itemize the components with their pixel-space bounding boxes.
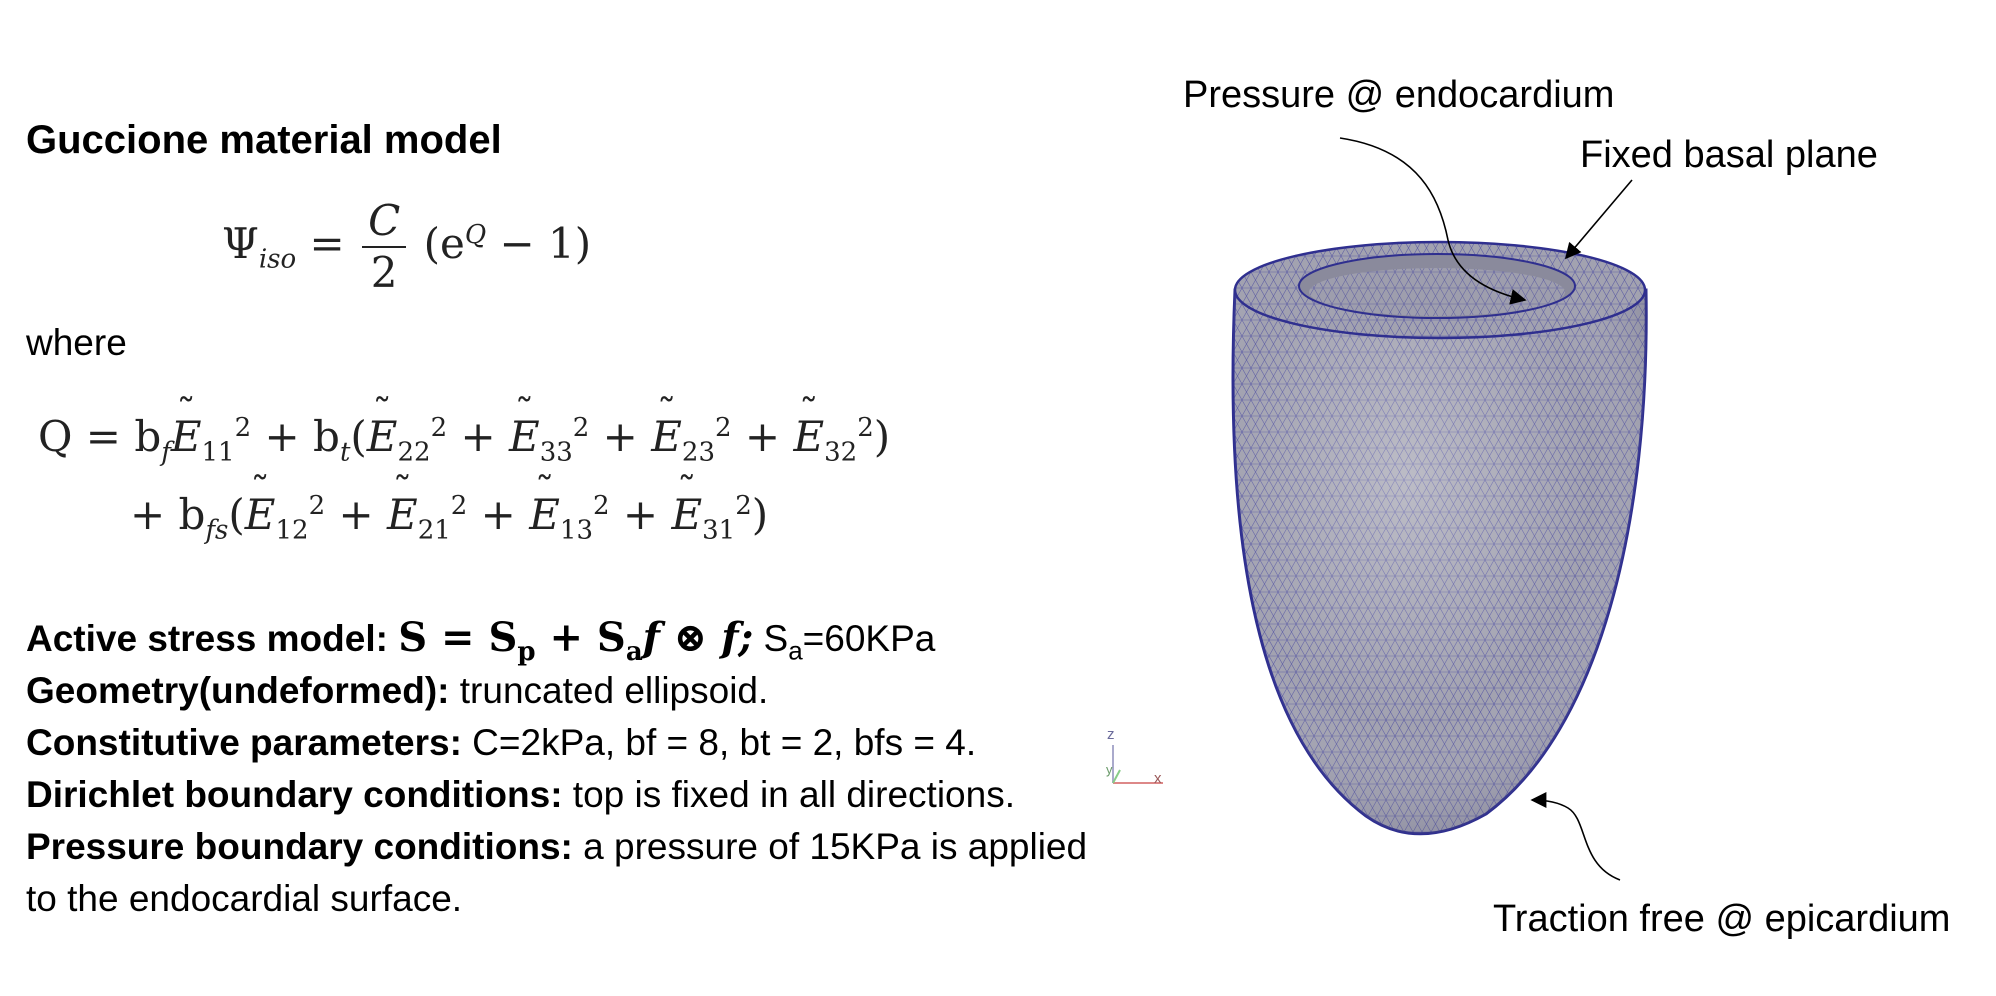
formula-part: S = S xyxy=(398,614,518,661)
dirichlet-line: Dirichlet boundary conditions: top is fi… xyxy=(26,774,1015,816)
e23-subscript: 23 xyxy=(681,437,715,468)
formula-part: + S xyxy=(535,614,626,661)
geometry-value: truncated ellipsoid. xyxy=(449,670,769,711)
psi-symbol: Ψ xyxy=(222,219,259,268)
dirichlet-value: top is fixed in all directions. xyxy=(562,774,1015,815)
geometry-line: Geometry(undeformed): truncated ellipsoi… xyxy=(26,670,768,712)
bfs-term: + b xyxy=(130,490,206,539)
exp-close: − 1) xyxy=(486,219,592,268)
section-title: Guccione material model xyxy=(26,118,502,162)
fraction-denominator: 2 xyxy=(370,248,398,297)
e13-subscript: 13 xyxy=(559,515,593,546)
pressure-label: Pressure boundary conditions: xyxy=(26,826,573,867)
e-tilde: E xyxy=(171,394,202,458)
e32-subscript: 32 xyxy=(824,437,858,468)
active-stress-label: Active stress model: xyxy=(26,618,388,659)
axis-z-label: z xyxy=(1107,726,1115,743)
e-tilde: E xyxy=(529,472,560,536)
fraction-numerator: C xyxy=(368,196,401,245)
axis-y-label: y xyxy=(1106,762,1113,777)
label-basal-plane: Fixed basal plane xyxy=(1580,134,1878,176)
formula-tail: f ⊗ f; xyxy=(642,614,754,661)
sa-value-subscript: a xyxy=(788,635,803,666)
constitutive-value: C=2kPa, bf = 8, bt = 2, bfs = 4. xyxy=(461,722,977,763)
e-tilde: E xyxy=(387,472,418,536)
fraction: C 2 xyxy=(362,200,407,297)
pressure-line-2: to the endocardial surface. xyxy=(26,878,463,919)
e-tilde: E xyxy=(509,394,540,458)
guccione-energy-equation: Ψiso = C 2 (eQ − 1) xyxy=(222,196,592,297)
sp-subscript: p xyxy=(517,637,536,667)
q-equation-line1: Q = bfE112 + bt(E222 + E332 + E232 + E32… xyxy=(38,394,890,465)
exp-open: (e xyxy=(423,219,465,268)
active-stress-formula: S = Sp + Saf ⊗ f; xyxy=(398,614,754,665)
e33-subscript: 33 xyxy=(539,437,573,468)
pressure-line: Pressure boundary conditions: a pressure… xyxy=(26,826,1087,868)
e-tilde: E xyxy=(671,472,702,536)
q-equation-line2: + bfs(E122 + E212 + E132 + E312) xyxy=(130,472,768,543)
axis-x-label: x xyxy=(1154,770,1162,787)
endocardium-arrow xyxy=(1339,137,1527,305)
pressure-value: a pressure of 15KPa is applied xyxy=(572,826,1088,867)
e-tilde: E xyxy=(793,394,824,458)
epicardium-arrow xyxy=(1530,792,1621,881)
exp-superscript: Q xyxy=(464,220,487,250)
bt-subscript: t xyxy=(339,437,351,468)
sa-symbol: S xyxy=(763,618,789,659)
bt-term: + b xyxy=(264,412,340,461)
e-tilde: E xyxy=(245,472,276,536)
axes-triad xyxy=(1112,745,1163,784)
e22-subscript: 22 xyxy=(397,437,431,468)
iso-subscript: iso xyxy=(258,244,297,275)
label-epicardium: Traction free @ epicardium xyxy=(1493,898,1951,940)
bfs-subscript: fs xyxy=(205,515,229,546)
q-lhs: Q = b xyxy=(38,412,162,461)
dirichlet-label: Dirichlet boundary conditions: xyxy=(26,774,563,815)
active-stress-line: Active stress model: S = Sp + Saf ⊗ f; S… xyxy=(26,614,936,665)
e-tilde: E xyxy=(367,394,398,458)
e31-subscript: 31 xyxy=(702,515,736,546)
e12-subscript: 12 xyxy=(275,515,309,546)
label-endocardium: Pressure @ endocardium xyxy=(1183,74,1615,116)
bf-subscript: f xyxy=(161,437,171,468)
active-stress-value: Sa=60KPa xyxy=(763,618,936,663)
basal-plane-arrow xyxy=(1564,179,1633,260)
sa-value: =60KPa xyxy=(802,618,936,659)
constitutive-label: Constitutive parameters: xyxy=(26,722,462,763)
e-tilde: E xyxy=(651,394,682,458)
where-text: where xyxy=(26,322,127,363)
constitutive-line: Constitutive parameters: C=2kPa, bf = 8,… xyxy=(26,722,976,764)
e11-subscript: 11 xyxy=(201,437,235,468)
e21-subscript: 21 xyxy=(417,515,451,546)
sa-subscript: a xyxy=(625,637,643,667)
geometry-label: Geometry(undeformed): xyxy=(26,670,450,711)
